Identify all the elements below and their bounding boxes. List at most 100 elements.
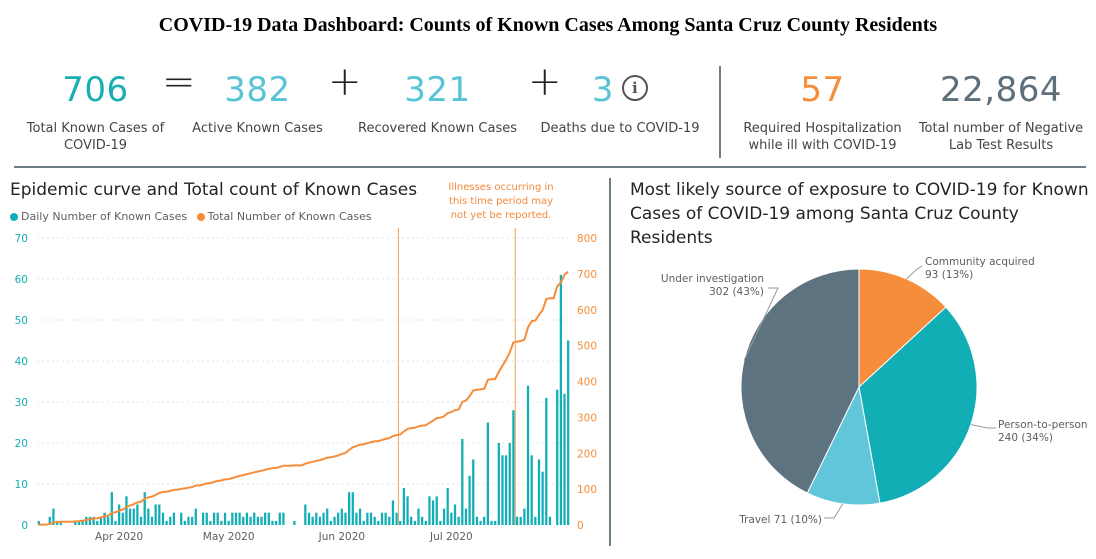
pie-data-label: Under investigation [661,273,764,285]
kpi-row: 706 Total Known Cases of COVID-19 382 Ac… [0,62,1096,162]
y-right-tick-label: 500 [577,341,597,353]
y-right-tick-label: 100 [577,484,597,496]
daily-cases-bar [274,520,278,525]
daily-cases-bar [231,512,234,525]
kpi-divider [719,66,721,158]
daily-cases-bar [545,397,548,525]
y-right-tick-label: 700 [577,269,597,281]
daily-cases-bar [559,274,563,525]
daily-cases-bar [380,512,384,525]
daily-cases-bar [191,516,194,525]
daily-cases-bar [490,520,493,525]
daily-cases-bar [548,516,552,525]
x-tick-label: Apr 2020 [95,531,143,543]
daily-cases-bar [472,459,475,525]
daily-cases-bar [519,516,522,525]
daily-cases-bar [567,340,570,525]
kpi-active-cases[interactable]: 382 Active Known Cases [190,70,325,137]
daily-cases-bar [501,455,504,525]
daily-cases-bar [457,516,460,525]
kpi-deaths-value: 3 [591,70,615,110]
section-divider [14,166,1086,168]
y-left-tick-label: 40 [15,356,28,368]
daily-cases-bar [315,512,318,525]
kpi-negative-tests[interactable]: 22,864 Total number of Negative Lab Test… [917,70,1085,154]
plus-sign: + [528,59,562,105]
daily-cases-bar [88,516,92,525]
daily-cases-bar [556,389,559,525]
kpi-recovered-cases[interactable]: 321 Recovered Known Cases [355,70,520,137]
daily-cases-bar [439,520,442,525]
daily-cases-bar [118,504,121,525]
daily-cases-bar [209,520,212,525]
daily-cases-bar [413,520,416,525]
daily-cases-bar [515,516,519,525]
y-right-tick-label: 800 [577,233,597,245]
daily-cases-bar [358,508,362,525]
daily-cases-bar [534,516,537,525]
daily-cases-bar [143,492,146,525]
kpi-total-cases[interactable]: 706 Total Known Cases of COVID-19 [18,70,173,154]
legend-item-daily[interactable]: Daily Number of Known Cases [10,210,187,223]
daily-cases-bar [504,455,508,525]
daily-cases-bar [340,508,343,525]
epi-chart-legend: Daily Number of Known Cases Total Number… [10,210,378,223]
daily-cases-bar [158,504,161,525]
y-left-tick-label: 50 [15,315,28,327]
daily-cases-bar [77,520,81,525]
pie-slice [740,268,860,494]
daily-cases-bar [512,410,515,525]
daily-cases-bar [428,496,431,525]
daily-cases-bar [366,512,369,525]
daily-cases-bar [377,520,380,525]
daily-cases-bar [530,455,533,525]
y-right-tick-label: 400 [577,377,597,389]
y-left-tick-label: 30 [15,397,28,409]
daily-cases-bar [410,516,413,525]
daily-cases-bar [351,492,354,525]
pie-slice [858,268,947,389]
legend-label: Daily Number of Known Cases [21,210,188,223]
kpi-hospital-label: Required Hospitalization while ill with … [743,121,902,153]
kpi-total-label: Total Known Cases of COVID-19 [26,121,165,153]
info-icon[interactable]: i [622,74,649,101]
pie-data-label: 240 (34%) [998,432,1053,444]
pie-data-label: 93 (13%) [925,269,973,281]
daily-cases-bar [271,520,274,525]
daily-cases-bar [264,512,267,525]
daily-cases-bar [92,516,95,525]
daily-cases-bar [442,508,446,525]
daily-cases-bar [468,475,471,525]
daily-cases-bar [245,512,249,525]
daily-cases-bar [329,520,333,525]
leader-line [824,503,844,519]
daily-cases-bar [267,512,270,525]
daily-cases-bar [249,516,252,525]
daily-cases-bar [139,516,143,525]
daily-cases-bar [483,516,486,525]
daily-cases-bar [212,512,216,525]
legend-label: Total Number of Known Cases [207,210,372,223]
y-left-tick-label: 20 [15,438,28,450]
daily-cases-bar [253,512,256,525]
kpi-hospitalization[interactable]: 57 Required Hospitalization while ill wi… [740,70,905,154]
daily-cases-bar [523,508,526,525]
x-tick-label: May 2020 [203,531,255,543]
daily-cases-bar [384,512,387,525]
daily-cases-bar [154,504,157,525]
daily-cases-bar [227,520,230,525]
daily-cases-bar [464,508,468,525]
daily-cases-bar [48,516,51,525]
epidemic-curve-chart[interactable]: 0102030405060700100200300400500600700800… [0,228,606,556]
kpi-active-value: 382 [224,70,291,110]
daily-cases-bar [417,508,420,525]
y-left-tick-label: 0 [21,520,28,532]
daily-cases-bar [395,512,398,525]
legend-item-total[interactable]: Total Number of Known Cases [196,210,372,223]
kpi-negative-label: Total number of Negative Lab Test Result… [918,121,1084,153]
kpi-deaths-label: Deaths due to COVID-19 [540,121,700,136]
daily-cases-bar [220,520,223,525]
leader-line [743,287,779,361]
